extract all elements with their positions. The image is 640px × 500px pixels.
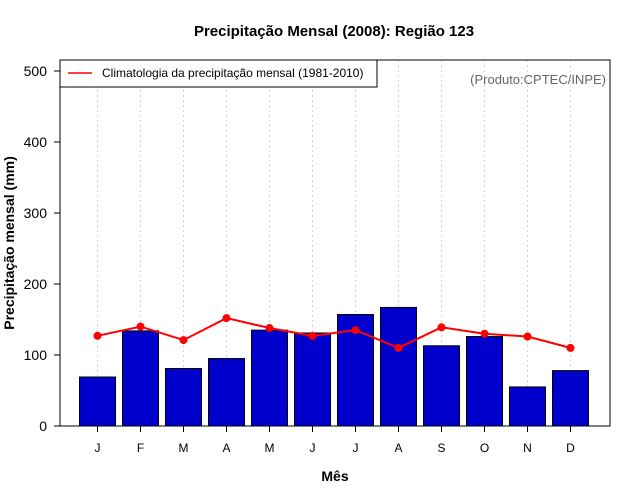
- x-tick-label: S: [437, 441, 445, 455]
- y-tick-label: 200: [24, 276, 48, 292]
- chart-title: Precipitação Mensal (2008): Região 123: [194, 23, 474, 40]
- x-tick-label: J: [95, 441, 101, 455]
- climatology-line: [97, 317, 571, 349]
- bar-6: [294, 332, 331, 427]
- x-tick-label: J: [353, 441, 359, 455]
- climatology-point-10: [480, 329, 489, 338]
- climatology-line-series: [93, 314, 575, 352]
- climatology-point-2: [136, 322, 145, 331]
- y-axis: 0 100 200 300 400 500: [24, 63, 60, 434]
- climatology-point-12: [566, 343, 575, 352]
- bar-9: [423, 345, 460, 427]
- y-tick-label: 500: [24, 63, 48, 79]
- x-axis-label: Mês: [321, 468, 348, 484]
- climatology-point-3: [179, 336, 188, 345]
- bar-8: [380, 306, 417, 427]
- bar-3: [165, 367, 202, 427]
- y-tick-label: 300: [24, 205, 48, 221]
- climatology-point-4: [222, 314, 231, 323]
- y-axis-label: Precipitação mensal (mm): [1, 156, 17, 330]
- climatology-point-1: [93, 331, 102, 340]
- bar-10: [466, 336, 503, 427]
- bar-11: [509, 386, 546, 427]
- climatology-point-9: [437, 323, 446, 332]
- x-tick-label: D: [566, 441, 575, 455]
- x-tick-label: M: [265, 441, 275, 455]
- bar-2: [122, 330, 159, 427]
- bar-4: [208, 358, 245, 427]
- x-tick-label: M: [179, 441, 189, 455]
- y-tick-label: 400: [24, 134, 48, 150]
- x-tick-label: J: [310, 441, 316, 455]
- x-tick-label: F: [137, 441, 144, 455]
- x-tick-label: O: [480, 441, 489, 455]
- y-tick-label: 0: [39, 418, 47, 434]
- legend-box: [59, 59, 378, 88]
- bar-5: [251, 329, 288, 427]
- climatology-point-5: [265, 324, 274, 333]
- bar-12: [552, 370, 589, 427]
- y-tick-label: 100: [24, 347, 48, 363]
- bar-1: [79, 376, 116, 427]
- x-tick-label: N: [523, 441, 532, 455]
- x-tick-label: A: [222, 441, 230, 455]
- climatology-point-8: [394, 343, 403, 352]
- bar-series: [79, 306, 589, 427]
- legend-entry-climatology: Climatologia da precipitação mensal (198…: [102, 66, 363, 80]
- climatology-point-6: [308, 331, 317, 340]
- legend: Climatologia da precipitação mensal (198…: [59, 59, 378, 88]
- climatology-point-11: [523, 332, 532, 341]
- x-tick-label: A: [394, 441, 402, 455]
- climatology-point-7: [351, 326, 360, 335]
- credit-text: (Produto:CPTEC/INPE): [470, 72, 606, 87]
